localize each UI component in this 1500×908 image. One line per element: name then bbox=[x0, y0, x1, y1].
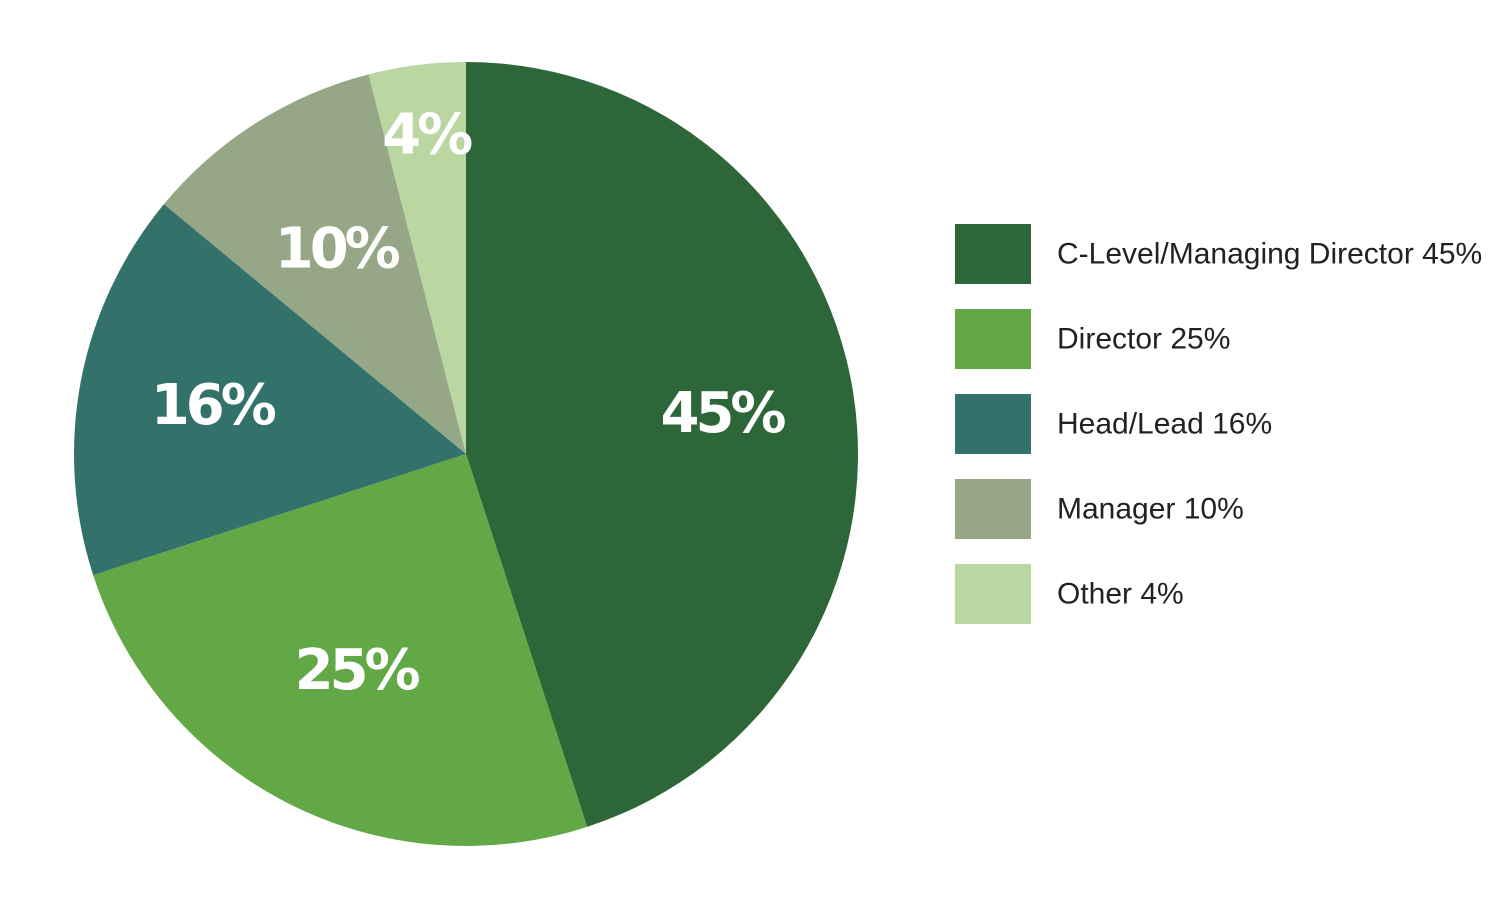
slice-value-label: 10% bbox=[275, 216, 400, 281]
pie-slice-labels: 45% 25% 16% 10% 4% bbox=[151, 103, 790, 703]
pie-slice bbox=[368, 62, 466, 454]
pie-slices bbox=[73, 62, 858, 846]
legend-swatch bbox=[955, 394, 1031, 454]
legend-swatch bbox=[955, 224, 1031, 284]
legend-label: Other 4% bbox=[1057, 578, 1184, 611]
pie-slice bbox=[163, 74, 466, 454]
legend-label: Manager 10% bbox=[1057, 493, 1244, 526]
pie-slice bbox=[93, 454, 588, 846]
slice-value-label: 45% bbox=[661, 381, 786, 446]
legend-label: Head/Lead 16% bbox=[1057, 408, 1272, 441]
legend-swatch bbox=[955, 309, 1031, 369]
slice-value-label: 16% bbox=[151, 373, 276, 438]
legend-label: Director 25% bbox=[1057, 323, 1230, 356]
legend-swatch bbox=[955, 479, 1031, 539]
legend: C-Level/Managing Director 45% Director 25… bbox=[955, 224, 1482, 624]
pie-slice bbox=[73, 204, 466, 576]
legend-label: C-Level/Managing Director 45% bbox=[1057, 238, 1482, 271]
pie-slice bbox=[466, 62, 858, 827]
slice-value-label: 4% bbox=[382, 103, 472, 168]
legend-swatch bbox=[955, 564, 1031, 624]
slice-value-label: 25% bbox=[295, 638, 420, 703]
